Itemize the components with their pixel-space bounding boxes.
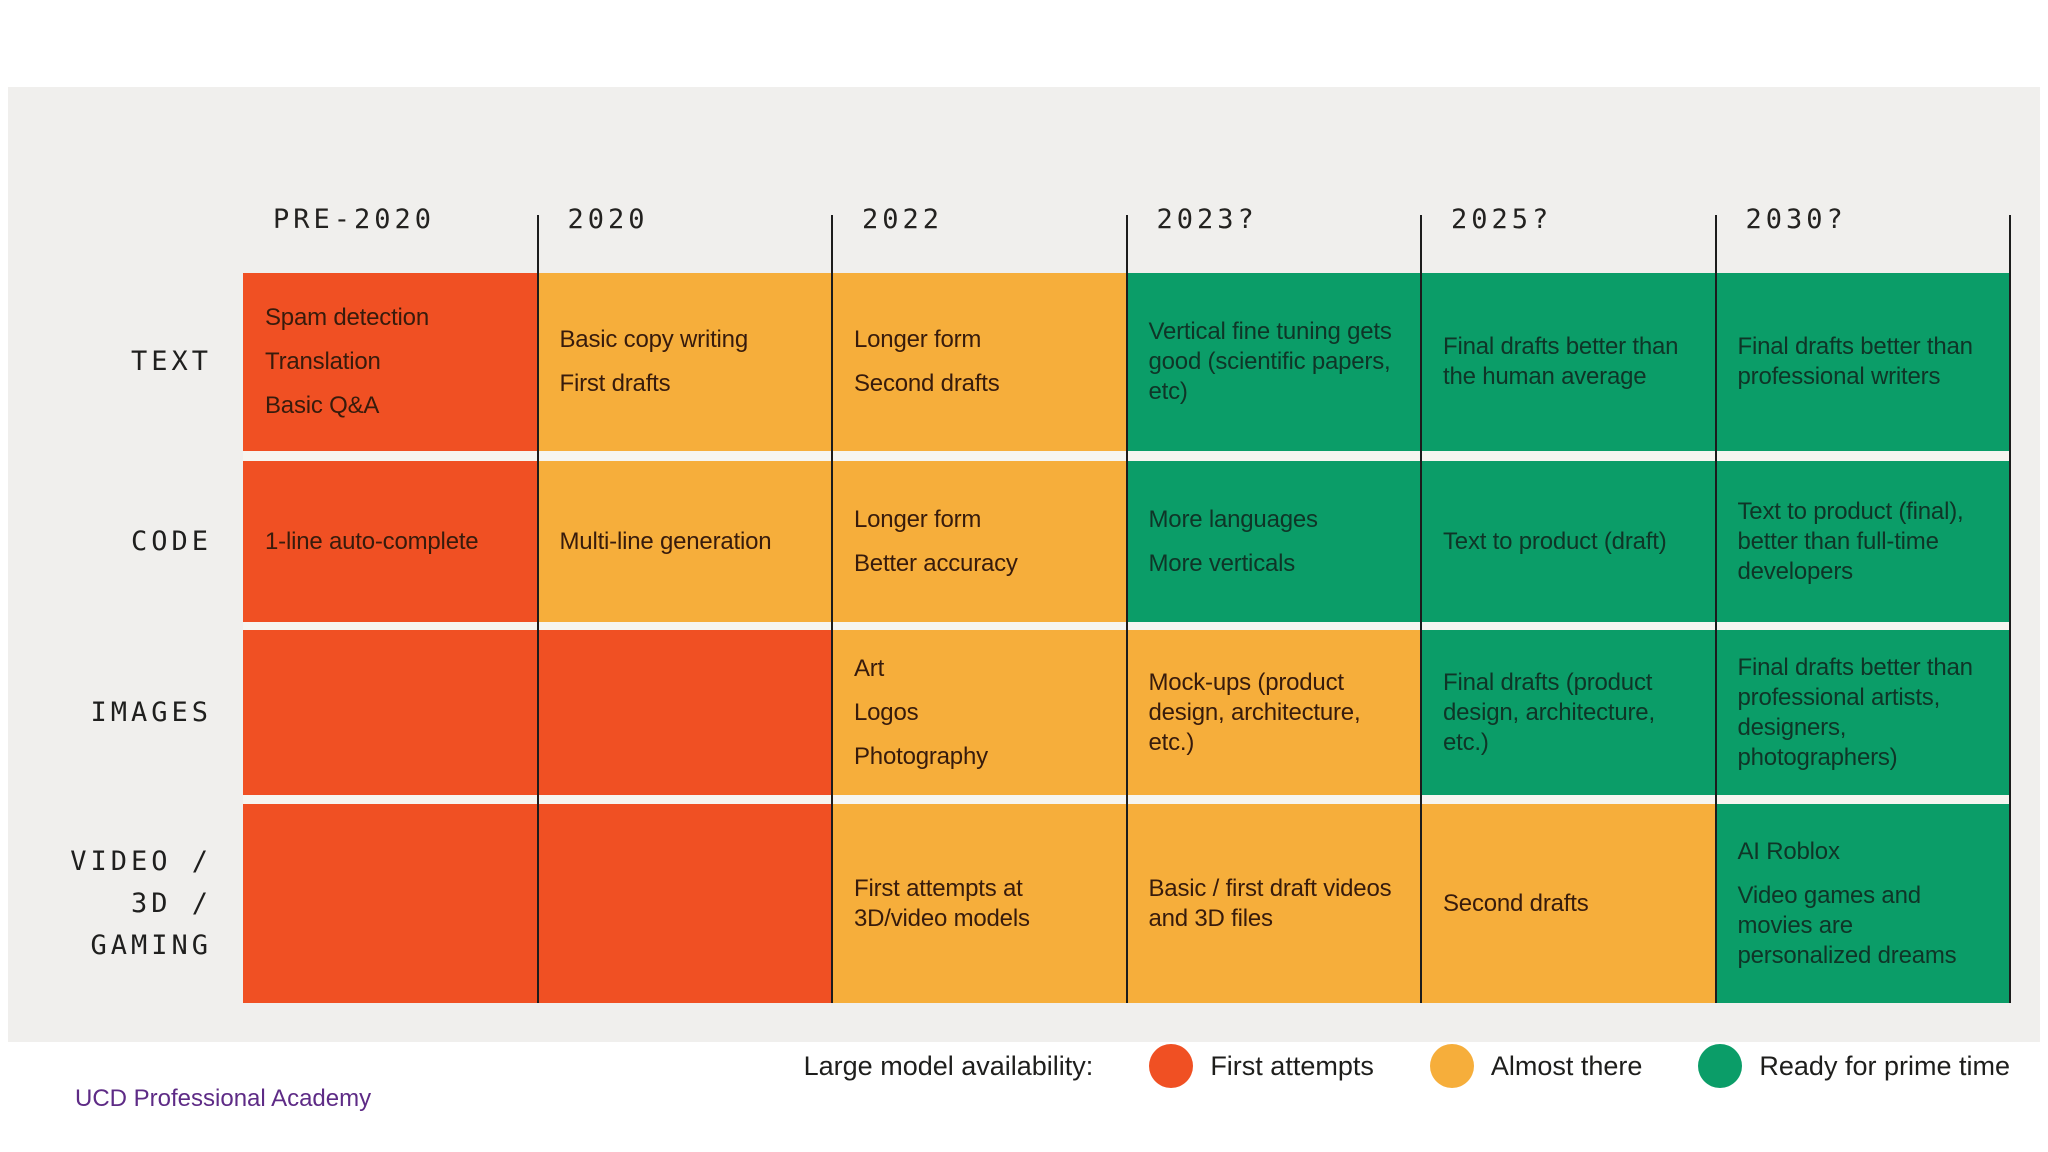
row-label-line: VIDEO / [70,845,212,877]
row-label-line: IMAGES [90,696,212,728]
cell-text: Basic copy writing [559,326,749,353]
cell-code-pre-2020: 1-line auto-complete [243,461,538,622]
cell-text: AI Roblox [1737,837,1840,865]
column-divider-line [1714,215,1717,1003]
row-label-line: GAMING [90,929,212,961]
cell-images-2030: Final drafts better than professional ar… [1715,630,2010,795]
cell-text: Longer form [854,326,982,353]
cell-text: Final drafts better than the human avera… [1443,333,1679,390]
cell-text: Longer form [854,505,982,533]
row-label-code: CODE [16,461,212,622]
cell-text-2025: Final drafts better than the human avera… [1421,273,1716,451]
legend-dot-almost-icon [1429,1044,1474,1088]
cell-video-2030: AI Roblox Video games and movies are pers… [1715,804,2010,1003]
legend: Large model availability: First attempts… [243,1003,2010,1129]
legend-dot-ready-icon [1698,1044,1743,1088]
legend-label: First attempts [1210,1050,1374,1081]
legend-title: Large model availability: [803,1050,1094,1081]
cell-text: Logos [854,698,919,726]
cell-text: Basic / first draft videos and 3D files [1148,874,1392,932]
cell-images-2020 [537,630,832,795]
cell-text: First drafts [559,370,671,397]
cell-images-2025: Final drafts (product design, architectu… [1421,630,1716,795]
cell-text: Translation [265,348,381,375]
cell-code-2020: Multi-line generation [537,461,832,622]
cell-text: Final drafts better than professional wr… [1737,333,1974,390]
row-label-images: IMAGES [16,630,212,795]
cell-text: First attempts at 3D/video models [854,874,1030,932]
column-divider-line [2009,215,2011,1003]
cell-text: Basic Q&A [265,392,380,419]
cell-text-2020: Basic copy writing First drafts [537,273,832,451]
cell-text: Vertical fine tuning gets good (scientif… [1148,318,1392,405]
cell-text-2030: Final drafts better than professional wr… [1715,273,2010,451]
cell-text: Spam detection [265,304,429,331]
row-label-line: 3D / [130,887,212,919]
row-label-text: TEXT [16,273,212,451]
column-divider-line [831,215,833,1003]
cell-text: Text to product (draft) [1443,527,1667,555]
cell-code-2023: More languages More verticals [1126,461,1421,622]
column-header-pre-2020: PRE-2020 [273,204,436,235]
cell-video-2022: First attempts at 3D/video models [832,804,1127,1003]
cell-video-2025: Second drafts [1421,804,1716,1003]
legend-item-ready-for-prime-time: Ready for prime time [1698,1044,2010,1088]
footer-link[interactable]: UCD Professional Academy [75,1085,372,1112]
column-divider-line [1125,215,1128,1003]
row-label-line: CODE [130,525,212,557]
cell-text-2023: Vertical fine tuning gets good (scientif… [1126,273,1421,451]
column-header-2030: 2030? [1745,204,1847,235]
cell-images-pre-2020 [243,630,538,795]
cell-images-2022: Art Logos Photography [832,630,1127,795]
column-divider-line [536,215,539,1003]
column-header-2020: 2020 [567,204,649,235]
cell-video-2020 [537,804,832,1003]
legend-label: Almost there [1490,1050,1643,1081]
cell-text: Better accuracy [854,549,1018,577]
cell-text: Video games and movies are personalized … [1737,881,1957,969]
legend-item-first-attempts: First attempts [1149,1044,1374,1088]
legend-items: First attempts Almost there Ready for prim… [1093,1044,2010,1088]
cell-text: Final drafts (product design, architectu… [1443,668,1655,756]
cell-text: Final drafts better than professional ar… [1737,653,1974,771]
cell-text: Second drafts [854,370,1000,397]
cell-images-2023: Mock-ups (product design, architecture, … [1126,630,1421,795]
cell-text: Multi-line generation [559,527,772,555]
cell-code-2025: Text to product (draft) [1421,461,1716,622]
cell-video-2023: Basic / first draft videos and 3D files [1126,804,1421,1003]
cell-text: Text to product (final), better than ful… [1737,497,1964,585]
cell-text: 1-line auto-complete [265,527,479,555]
capability-matrix-panel: PRE-2020 2020 2022 2023? 2025? 2030? TEXT CODE… [8,87,2040,1088]
cell-text-2022: Longer form Second drafts [832,273,1127,451]
row-label-line: TEXT [130,346,212,377]
column-header-2022: 2022 [862,204,944,235]
cell-video-pre-2020 [243,804,538,1003]
cell-text: Second drafts [1443,889,1589,917]
column-divider-line [1420,215,1422,1003]
legend-label: Ready for prime time [1759,1050,2010,1081]
legend-item-almost-there: Almost there [1429,1044,1643,1088]
row-label-video: VIDEO / 3D / GAMING [16,804,212,1003]
cell-code-2030: Text to product (final), better than ful… [1715,461,2010,622]
cell-text-pre-2020: Spam detection Translation Basic Q&A [243,273,538,451]
cell-text: More verticals [1148,549,1296,577]
cell-text: More languages [1148,505,1319,533]
legend-dot-first-icon [1149,1044,1194,1088]
column-header-2023: 2023? [1156,204,1258,235]
column-header-2025: 2025? [1451,204,1553,235]
cell-text: Art [854,654,885,682]
cell-text: Mock-ups (product design, architecture, … [1148,668,1361,756]
cell-text: Photography [854,742,988,770]
cell-code-2022: Longer form Better accuracy [832,461,1127,622]
